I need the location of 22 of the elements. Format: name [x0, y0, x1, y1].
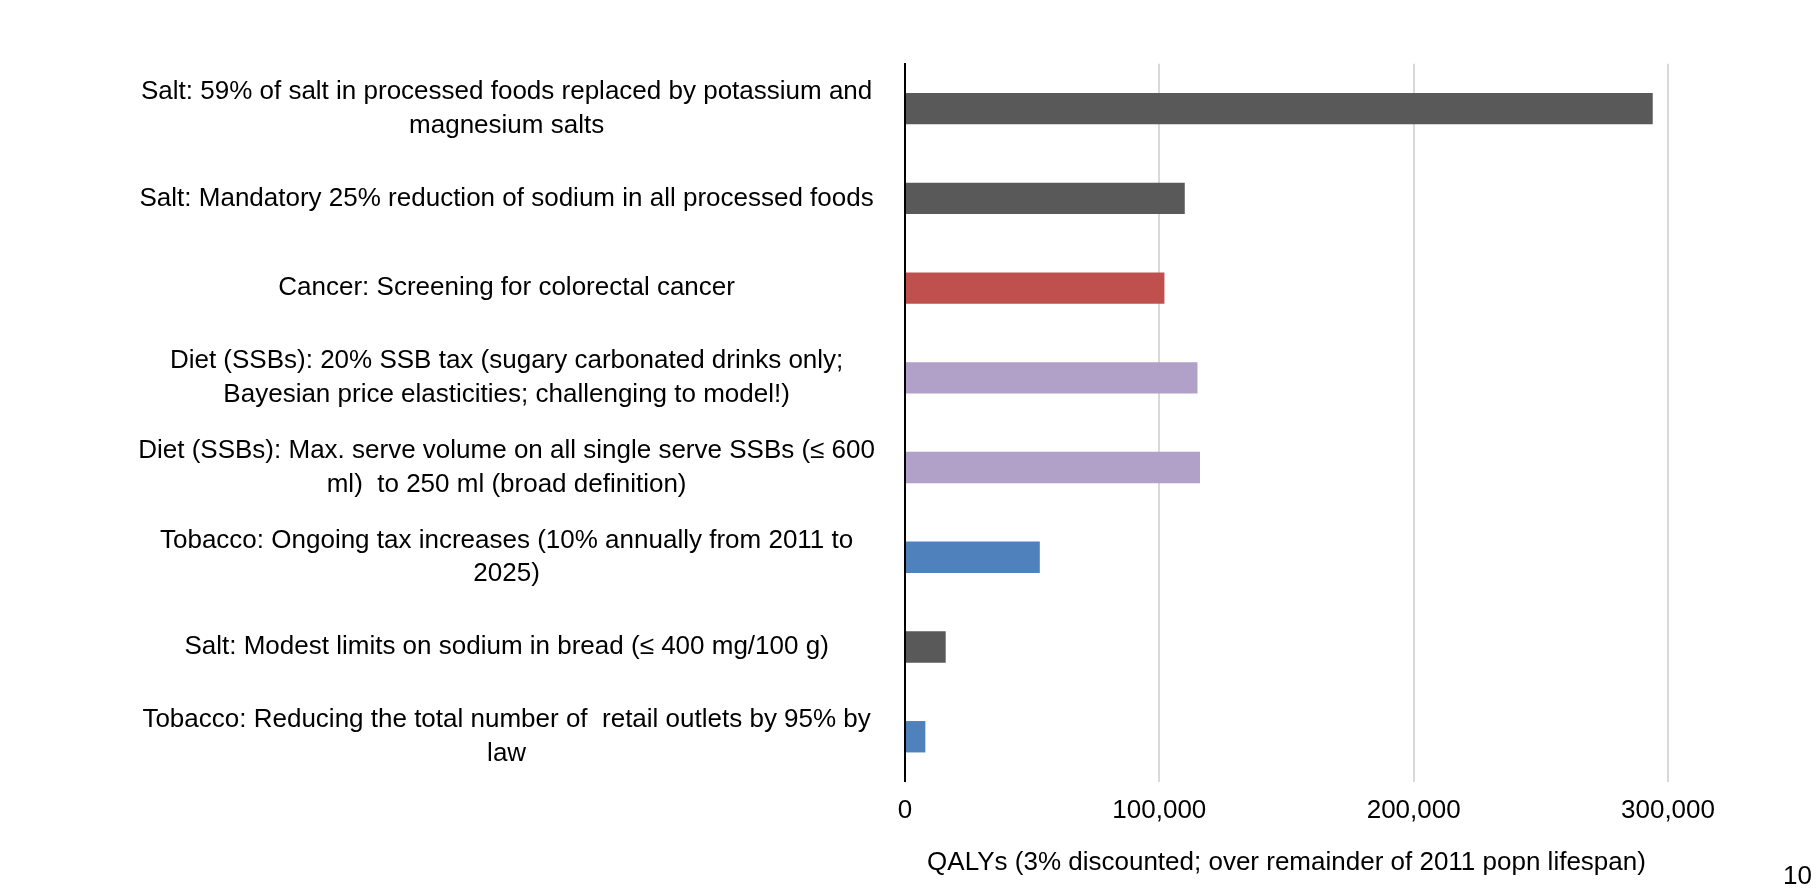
y-tick-label: Diet (SSBs): 20% SSB tax (sugary carbonated drinks only; Bayesian price elasticities; challenging to model!) [169, 344, 844, 408]
y-tick-label: Tobacco: Ongoing tax increases (10% annually from 2011 to 2025) [159, 523, 854, 588]
x-tick-label: 100,000 [1112, 794, 1207, 825]
x-axis-title: QALYs (3% discounted; over remainder of 2011 popn lifespan) [927, 845, 1646, 876]
bar [906, 721, 926, 753]
y-tick-label: Cancer: Screening for colorectal cancer [278, 271, 736, 302]
y-tick-label: Salt: Modest limits on sodium in bread (≤ 400 mg/100 g) [184, 630, 829, 661]
y-tick-label: Salt: Mandatory 25% reduction of sodium in all processed foods [139, 181, 874, 212]
x-tick-label: 300,000 [1621, 794, 1715, 825]
x-tick-label: 200,000 [1366, 794, 1461, 825]
bar [906, 182, 1185, 215]
bar [906, 362, 1198, 394]
bar [906, 272, 1165, 304]
x-tick-label: 0 [897, 794, 913, 825]
bar [906, 541, 1040, 573]
y-tick-label: Salt: 59% of salt in processed foods replaced by potassium and magnesium salts [140, 74, 873, 139]
bar [906, 451, 1201, 484]
text: 10 [1783, 860, 1812, 891]
bar [906, 92, 1653, 125]
bar [906, 631, 946, 663]
y-tick-label: Tobacco: Reducing the total number of retail outlets by 95% by law [142, 703, 871, 767]
y-tick-label: Diet (SSBs): Max. serve volume on all single serve SSBs (≤ 600 ml) to 250 ml (broad definition) [138, 433, 875, 498]
